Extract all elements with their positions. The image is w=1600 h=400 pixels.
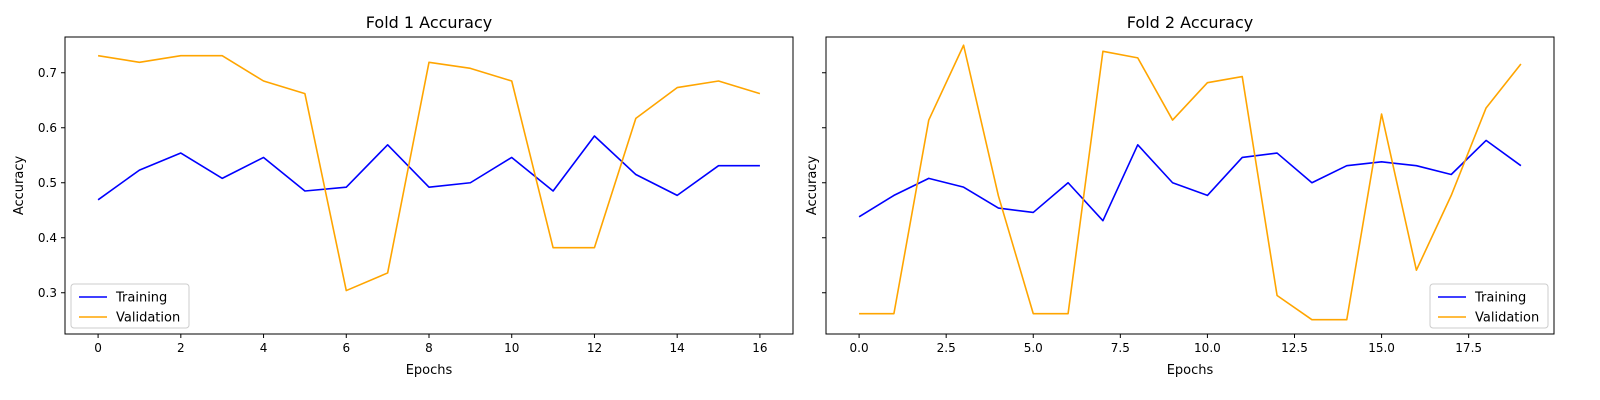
legend-label: Validation [1475, 311, 1539, 326]
x-tick-label: 12.5 [1281, 341, 1308, 355]
x-tick-label: 5.0 [1024, 341, 1043, 355]
chart-panel-2: Fold 2 Accuracy 0.0 2.5 5.0 7.5 10.0 12.5 15.0 1… [805, 13, 1555, 378]
y-tick-label: 0.4 [38, 231, 57, 245]
y-tick-label: 0.5 [38, 176, 57, 190]
x-tick-label: 8 [425, 341, 433, 355]
legend-label: Validation [116, 311, 180, 326]
chart-title: Fold 2 Accuracy [1127, 13, 1253, 32]
chart-title: Fold 1 Accuracy [366, 13, 492, 32]
y-axis-label: Accuracy [805, 156, 820, 216]
series-line-training [97, 135, 760, 201]
chart-panel-1: Fold 1 Accuracy 0 2 4 6 8 10 12 14 16 0.3 0.4 0.5 0.6… [12, 13, 794, 378]
series-line-validation [97, 54, 761, 292]
y-tick-label: 0.7 [38, 66, 57, 80]
x-tick-label: 15.0 [1368, 341, 1395, 355]
x-tick-label: 12 [587, 341, 602, 355]
x-tick-label: 4 [260, 341, 268, 355]
x-tick-label: 2.5 [937, 341, 956, 355]
x-axis-label: Epochs [1167, 363, 1214, 378]
legend: Training Validation [1429, 283, 1549, 329]
legend-label: Training [1474, 291, 1526, 306]
legend: Training Validation [70, 283, 190, 329]
x-tick-label: 10 [504, 341, 519, 355]
x-tick-label: 10.0 [1194, 341, 1221, 355]
x-tick-label: 2 [177, 341, 185, 355]
y-tick-label: 0.6 [38, 121, 57, 135]
y-tick-label: 0.3 [38, 286, 57, 300]
x-tick-label: 17.5 [1455, 341, 1482, 355]
series-line-training [858, 139, 1522, 222]
legend-label: Training [115, 291, 167, 306]
x-tick-label: 0.0 [850, 341, 869, 355]
x-tick-label: 0 [94, 341, 102, 355]
x-axis-label: Epochs [406, 363, 453, 378]
series-line-validation [859, 44, 1522, 321]
x-tick-label: 6 [342, 341, 350, 355]
x-tick-label: 14 [670, 341, 685, 355]
x-tick-label: 16 [752, 341, 767, 355]
plot-frame [825, 36, 1555, 335]
y-axis-label: Accuracy [12, 156, 27, 216]
plot-frame [64, 36, 794, 335]
x-tick-label: 7.5 [1111, 341, 1130, 355]
